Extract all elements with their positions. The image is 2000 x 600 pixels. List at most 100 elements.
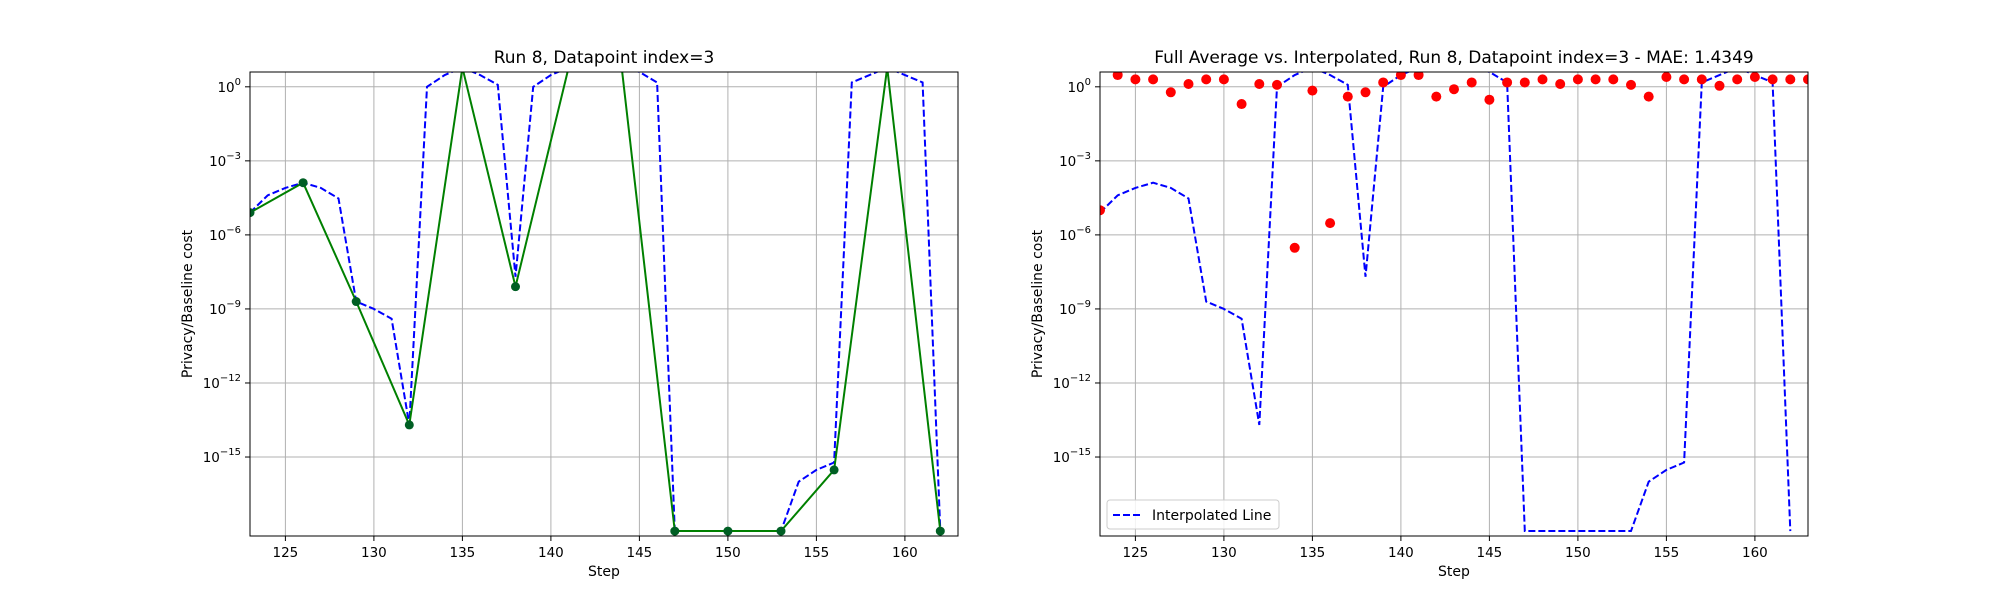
x-tick-label: 140 (1388, 545, 1414, 561)
x-tick-label: 125 (1123, 545, 1149, 561)
axes-frame (1099, 71, 1809, 537)
x-tick-label: 145 (1477, 545, 1503, 561)
chart-title: Full Average vs. Interpolated, Run 8, Da… (1154, 48, 1754, 68)
y-tick-label: 10−15 (203, 447, 241, 466)
data-point (1537, 74, 1548, 85)
data-point (1342, 91, 1353, 102)
x-tick-label: 145 (627, 545, 653, 561)
data-point (1466, 77, 1477, 88)
y-axis-label: Privacy/Baseline cost (180, 229, 196, 378)
y-tick-label: 100 (1067, 77, 1091, 96)
chart-left: Run 8, Datapoint index=3 125 130 135 140 145… (180, 48, 959, 580)
data-point (1360, 87, 1371, 98)
x-axis: 125 130 135 140 145 150 155 160 (273, 536, 918, 561)
x-tick-label: 135 (450, 545, 476, 561)
legend-label: Interpolated Line (1152, 508, 1271, 524)
legend: Interpolated Line (1106, 499, 1280, 530)
grid (250, 72, 958, 536)
data-point (404, 420, 414, 430)
data-point (1484, 94, 1495, 105)
data-point (1732, 74, 1743, 85)
x-tick-label: 150 (1565, 545, 1591, 561)
y-tick-label: 10−3 (1059, 151, 1091, 170)
data-point (1572, 74, 1583, 85)
chart-title: Run 8, Datapoint index=3 (494, 48, 715, 68)
x-tick-label: 125 (273, 545, 299, 561)
data-point (1395, 72, 1406, 81)
series-line-sampled (250, 72, 942, 533)
x-tick-label: 160 (1742, 545, 1768, 561)
x-tick-label: 135 (1300, 545, 1326, 561)
y-axis: 100 10−3 10−6 10−9 10−12 10−15 (203, 77, 250, 466)
data-point (1289, 242, 1300, 253)
data-point (1519, 77, 1530, 88)
data-point (723, 526, 733, 536)
data-point (1590, 74, 1601, 85)
chart-right: Full Average vs. Interpolated, Run 8, Da… (1030, 48, 1809, 580)
data-point (1803, 74, 1808, 85)
data-point (1236, 99, 1247, 110)
data-point (1413, 72, 1424, 81)
data-point (1767, 74, 1778, 85)
data-point (1608, 74, 1619, 85)
x-axis-label: Step (1438, 564, 1470, 580)
data-point (1696, 74, 1707, 85)
data-point (298, 178, 308, 188)
axes-frame (249, 71, 959, 537)
data-point (1254, 78, 1265, 89)
data-point (1183, 78, 1194, 89)
data-point (1643, 91, 1654, 102)
x-tick-label: 155 (804, 545, 830, 561)
data-point (829, 465, 839, 475)
x-tick-label: 140 (538, 545, 564, 561)
y-tick-label: 10−15 (1053, 447, 1091, 466)
y-tick-label: 10−12 (1053, 373, 1091, 392)
data-point (1714, 80, 1725, 91)
data-point (1661, 72, 1672, 82)
x-tick-label: 130 (361, 545, 387, 561)
data-point (1307, 85, 1318, 96)
x-axis-label: Step (588, 564, 620, 580)
y-tick-label: 100 (217, 77, 241, 96)
data-point (1148, 74, 1159, 85)
y-tick-label: 10−9 (209, 299, 241, 318)
plot-area (250, 72, 945, 536)
data-point (1112, 72, 1123, 81)
data-point (776, 526, 786, 536)
data-point (1449, 84, 1459, 95)
data-point (1165, 87, 1176, 98)
y-axis: 100 10−3 10−6 10−9 10−12 10−15 (1053, 77, 1100, 466)
data-point (1100, 205, 1105, 216)
data-point (935, 526, 945, 536)
x-axis: 125 130 135 140 145 150 155 160 (1123, 536, 1768, 561)
x-tick-label: 150 (715, 545, 741, 561)
series-line-interpolated (1100, 72, 1792, 533)
data-point (1201, 74, 1212, 85)
y-tick-label: 10−12 (203, 373, 241, 392)
data-point (1431, 91, 1442, 102)
data-point (250, 208, 255, 218)
data-point (1749, 72, 1760, 82)
data-point (1218, 74, 1229, 85)
y-axis-label: Privacy/Baseline cost (1030, 229, 1046, 378)
data-point (1502, 77, 1513, 88)
y-tick-label: 10−3 (209, 151, 241, 170)
grid (1100, 72, 1808, 536)
x-tick-label: 130 (1211, 545, 1237, 561)
data-point (1378, 77, 1389, 88)
series-line-interpolated (250, 72, 942, 533)
data-point (1272, 79, 1282, 90)
data-point (511, 282, 520, 292)
data-point (1555, 78, 1566, 89)
x-tick-label: 155 (1654, 545, 1680, 561)
x-tick-label: 160 (892, 545, 918, 561)
data-point (1130, 74, 1141, 85)
y-tick-label: 10−6 (209, 225, 241, 244)
data-point (1785, 74, 1796, 85)
legend-box (1106, 499, 1280, 530)
data-point (1679, 74, 1690, 85)
data-point (1325, 218, 1336, 229)
plot-area (1100, 72, 1808, 533)
data-point (1626, 79, 1636, 90)
